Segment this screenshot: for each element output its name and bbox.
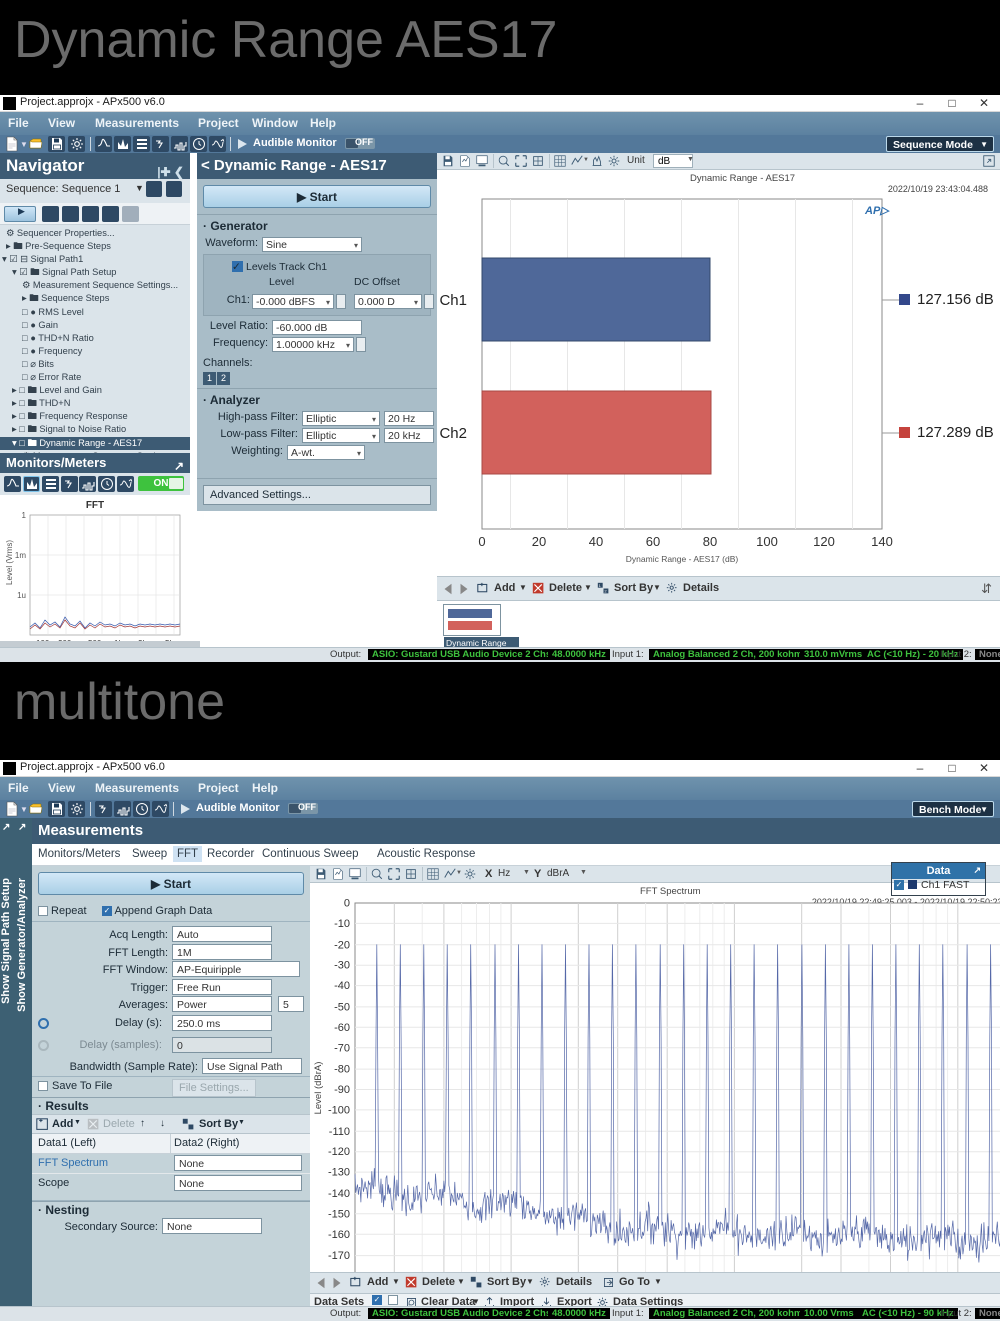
svg-text:0: 0 bbox=[478, 534, 485, 549]
svg-text:1m: 1m bbox=[15, 551, 26, 560]
svg-text:140: 140 bbox=[871, 534, 893, 549]
svg-text:1u: 1u bbox=[17, 591, 26, 600]
svg-text:40: 40 bbox=[589, 534, 603, 549]
svg-text:127.156 dB: 127.156 dB bbox=[917, 291, 994, 308]
svg-text:-40: -40 bbox=[334, 980, 350, 992]
svg-text:20: 20 bbox=[532, 534, 546, 549]
svg-text:Level (Vrms): Level (Vrms) bbox=[5, 540, 14, 585]
svg-text:-90: -90 bbox=[334, 1084, 350, 1096]
svg-text:60: 60 bbox=[646, 534, 660, 549]
svg-text:-10: -10 bbox=[334, 918, 350, 930]
svg-text:-120: -120 bbox=[328, 1146, 350, 1158]
svg-text:-100: -100 bbox=[328, 1105, 350, 1117]
svg-text:-60: -60 bbox=[334, 1022, 350, 1034]
svg-text:-70: -70 bbox=[334, 1042, 350, 1054]
svg-text:Level (dBrA): Level (dBrA) bbox=[313, 1062, 324, 1115]
svg-text:-50: -50 bbox=[334, 1002, 350, 1014]
svg-text:0: 0 bbox=[344, 898, 350, 910]
svg-text:-80: -80 bbox=[334, 1064, 350, 1076]
svg-text:100: 100 bbox=[756, 534, 778, 549]
svg-text:120: 120 bbox=[813, 534, 835, 549]
svg-text:Ch2: Ch2 bbox=[439, 425, 467, 442]
svg-text:-130: -130 bbox=[328, 1167, 350, 1179]
svg-text:-110: -110 bbox=[329, 1126, 350, 1138]
svg-text:80: 80 bbox=[703, 534, 717, 549]
svg-text:FFT: FFT bbox=[86, 500, 104, 511]
svg-text:-150: -150 bbox=[328, 1208, 350, 1220]
svg-text:1: 1 bbox=[22, 511, 27, 520]
svg-text:Ch1: Ch1 bbox=[439, 292, 467, 309]
svg-text:AP▷: AP▷ bbox=[864, 205, 890, 217]
svg-text:-160: -160 bbox=[328, 1229, 350, 1241]
svg-text:-170: -170 bbox=[328, 1250, 350, 1262]
svg-text:Dynamic Range - AES17 (dB): Dynamic Range - AES17 (dB) bbox=[626, 554, 739, 564]
svg-text:127.289 dB: 127.289 dB bbox=[917, 424, 994, 441]
svg-text:-20: -20 bbox=[334, 939, 350, 951]
svg-text:-30: -30 bbox=[334, 960, 350, 972]
svg-text:-140: -140 bbox=[328, 1188, 350, 1200]
